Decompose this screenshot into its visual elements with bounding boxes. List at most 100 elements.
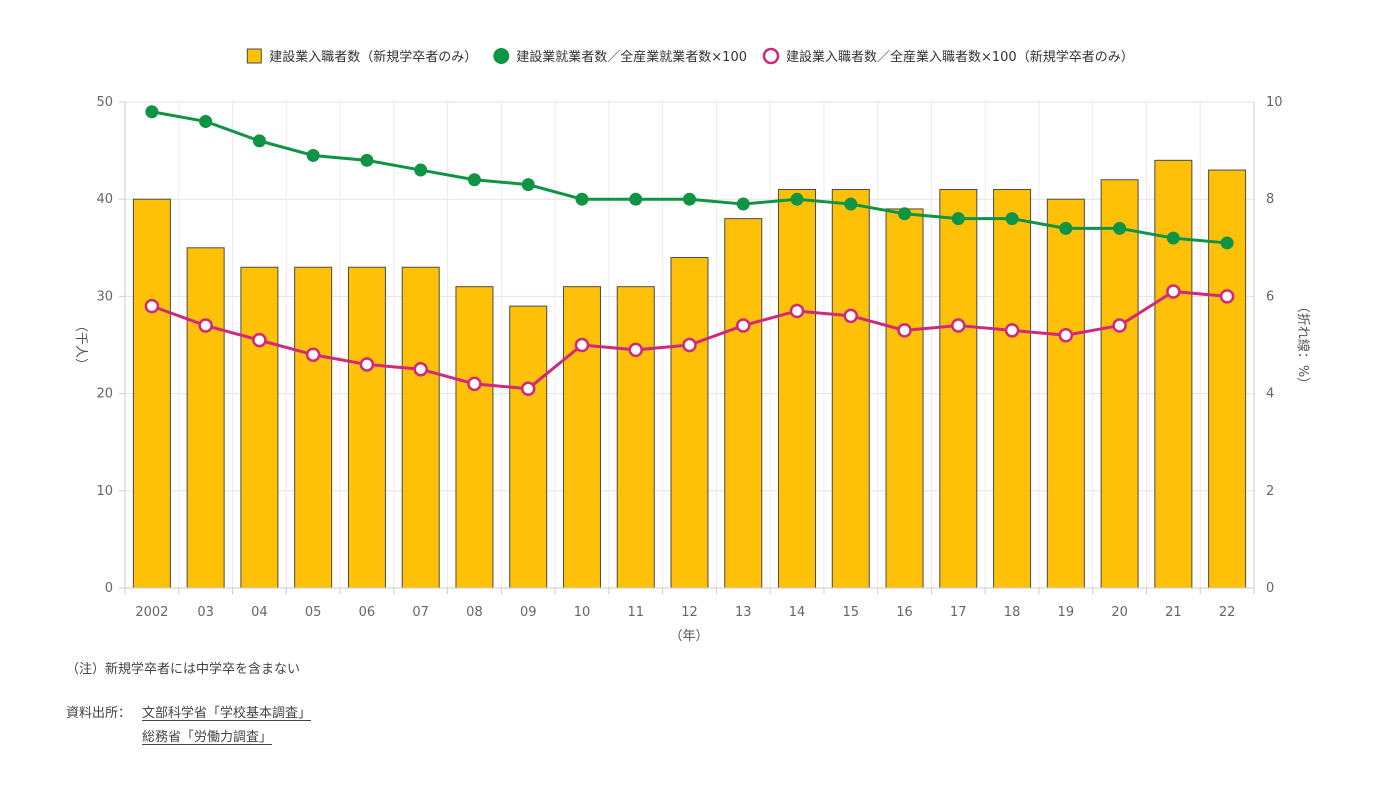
y-left-tick-label: 30: [96, 289, 113, 304]
x-tick-label: 15: [843, 605, 860, 620]
y-right-tick-label: 6: [1266, 289, 1274, 304]
point-employment-share: [252, 134, 266, 148]
bar: [993, 188, 1032, 589]
footnote: （注）新規学卒者には中学卒を含まない: [66, 662, 301, 677]
point-entrant-share: [897, 323, 912, 338]
point-entrant-share: [1058, 328, 1074, 343]
point-employment-share: [736, 197, 750, 211]
x-tick-label: 17: [950, 605, 967, 620]
x-tick-label: 03: [197, 605, 214, 620]
bar: [1208, 169, 1247, 589]
point-employment-share: [467, 173, 481, 187]
legend-label: 建設業就業者数／全産業就業者数×100: [516, 49, 747, 65]
bar: [1046, 198, 1085, 589]
bar: [724, 218, 763, 589]
y-right-tick-label: 10: [1266, 95, 1283, 110]
source-link-mic[interactable]: 総務省「労働力調査」: [142, 730, 273, 745]
y-right-tick-label: 8: [1266, 192, 1274, 207]
point-entrant-share: [520, 381, 536, 396]
y-right-tick-label: 2: [1266, 484, 1274, 499]
point-employment-share: [306, 148, 320, 162]
bar: [132, 198, 171, 589]
x-tick-label: 07: [412, 605, 429, 620]
point-employment-share: [145, 105, 159, 119]
x-tick-label: 13: [735, 605, 752, 620]
point-entrant-share: [682, 337, 697, 353]
bar: [509, 305, 548, 589]
source-block: 資料出所： 文部科学省「学校基本調査」 総務省「労働力調査」: [66, 702, 311, 750]
bar: [562, 286, 601, 589]
point-entrant-share: [628, 342, 643, 358]
y-right-tick-label: 0: [1266, 581, 1274, 596]
point-employment-share: [790, 192, 804, 206]
x-tick-label: 06: [359, 605, 376, 620]
point-entrant-share: [789, 303, 805, 319]
y-left-tick-label: 40: [96, 192, 113, 207]
x-tick-label: 21: [1165, 605, 1182, 620]
source-row-2: 総務省「労働力調査」: [66, 726, 311, 750]
point-entrant-share: [305, 347, 321, 362]
point-entrant-share: [843, 308, 859, 324]
point-entrant-share: [951, 318, 966, 333]
point-employment-share: [1005, 212, 1019, 226]
bar: [831, 188, 870, 589]
bar: [616, 286, 655, 589]
bars: [132, 159, 1247, 589]
y-left-tick-label: 10: [96, 484, 113, 499]
bar: [885, 208, 924, 589]
point-entrant-share: [1219, 289, 1235, 304]
bar: [186, 247, 225, 589]
source-link-mext[interactable]: 文部科学省「学校基本調査」: [142, 706, 312, 721]
x-axis-title: （年）: [669, 629, 708, 644]
bar: [240, 266, 279, 589]
point-employment-share: [1059, 221, 1073, 235]
x-tick-label: 20: [1111, 605, 1128, 620]
point-entrant-share: [413, 362, 428, 377]
x-tick-label: 14: [789, 605, 806, 620]
x-tick-label: 08: [466, 605, 483, 620]
legend-label: 建設業入職者数／全産業入職者数×100（新規学卒者のみ）: [786, 49, 1134, 65]
source-label: 資料出所：: [66, 706, 132, 721]
x-tick-label: 22: [1219, 605, 1236, 620]
point-entrant-share: [574, 337, 590, 353]
point-entrant-share: [1112, 318, 1127, 333]
source-row-1: 資料出所： 文部科学省「学校基本調査」: [66, 702, 311, 726]
bar: [1100, 179, 1139, 589]
point-employment-share: [1166, 231, 1180, 245]
point-employment-share: [414, 163, 428, 177]
point-entrant-share: [198, 318, 213, 333]
y-left-tick-label: 0: [105, 581, 113, 596]
bar: [670, 257, 709, 589]
point-employment-share: [360, 153, 374, 167]
x-tick-label: 19: [1058, 605, 1075, 620]
axes: 0 0 10 2 20 4 30 6 40 8 50 10 2002 03 04 05 06 07 08 09 10 11…: [96, 95, 1282, 620]
legend-marker-bar: [246, 48, 262, 64]
point-entrant-share: [1166, 284, 1181, 299]
point-employment-share: [199, 114, 213, 128]
y-right-tick-label: 4: [1266, 387, 1274, 402]
y-axis-right-title: （折れ線：%）: [1295, 300, 1311, 390]
point-entrant-share: [1004, 323, 1020, 338]
point-employment-share: [521, 178, 535, 192]
point-entrant-share: [144, 298, 160, 314]
bar: [778, 188, 817, 589]
x-tick-label: 18: [1004, 605, 1021, 620]
bar: [939, 188, 978, 589]
bar: [401, 266, 440, 589]
x-tick-label: 05: [305, 605, 322, 620]
x-tick-label: 12: [681, 605, 698, 620]
point-employment-share: [898, 207, 912, 221]
grid: [124, 101, 1255, 589]
x-tick-label: 16: [896, 605, 913, 620]
legend-label: 建設業入職者数（新規学卒者のみ）: [269, 49, 477, 65]
legend-marker-hollow-circle: [762, 47, 780, 65]
y-axis-left-title: （千人）: [73, 319, 88, 371]
y-left-tick-label: 50: [96, 95, 113, 110]
y-left-tick-label: 20: [96, 387, 113, 402]
bar: [294, 266, 333, 589]
bar: [347, 266, 386, 589]
x-tick-label: 04: [251, 605, 268, 620]
lines: [144, 105, 1235, 396]
bar: [1154, 159, 1193, 589]
